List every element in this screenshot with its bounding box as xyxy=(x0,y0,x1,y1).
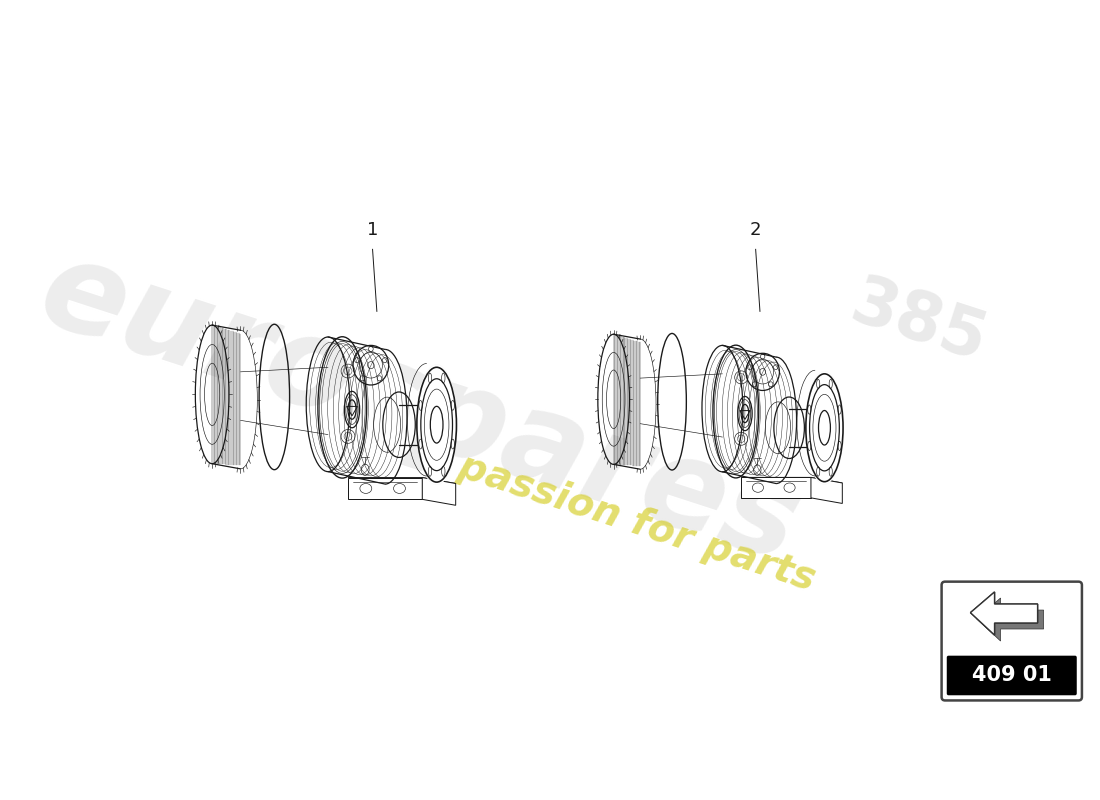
Polygon shape xyxy=(970,592,1037,635)
Text: eurospares: eurospares xyxy=(25,229,814,588)
Polygon shape xyxy=(741,478,843,483)
Text: 1: 1 xyxy=(367,221,378,238)
Ellipse shape xyxy=(416,365,458,485)
Polygon shape xyxy=(212,325,257,469)
Polygon shape xyxy=(723,346,796,483)
Polygon shape xyxy=(348,478,455,483)
Text: a passion for parts: a passion for parts xyxy=(416,434,820,598)
Text: 409 01: 409 01 xyxy=(971,665,1052,685)
Ellipse shape xyxy=(805,371,844,484)
Polygon shape xyxy=(741,478,811,498)
Polygon shape xyxy=(614,334,656,470)
FancyBboxPatch shape xyxy=(942,582,1082,701)
Polygon shape xyxy=(811,478,843,503)
Text: 2: 2 xyxy=(750,221,761,238)
Polygon shape xyxy=(970,592,1037,635)
Polygon shape xyxy=(977,598,1044,641)
Text: 385: 385 xyxy=(843,270,996,375)
Polygon shape xyxy=(422,478,455,506)
FancyBboxPatch shape xyxy=(947,656,1077,695)
Polygon shape xyxy=(348,478,422,499)
Polygon shape xyxy=(328,337,407,484)
